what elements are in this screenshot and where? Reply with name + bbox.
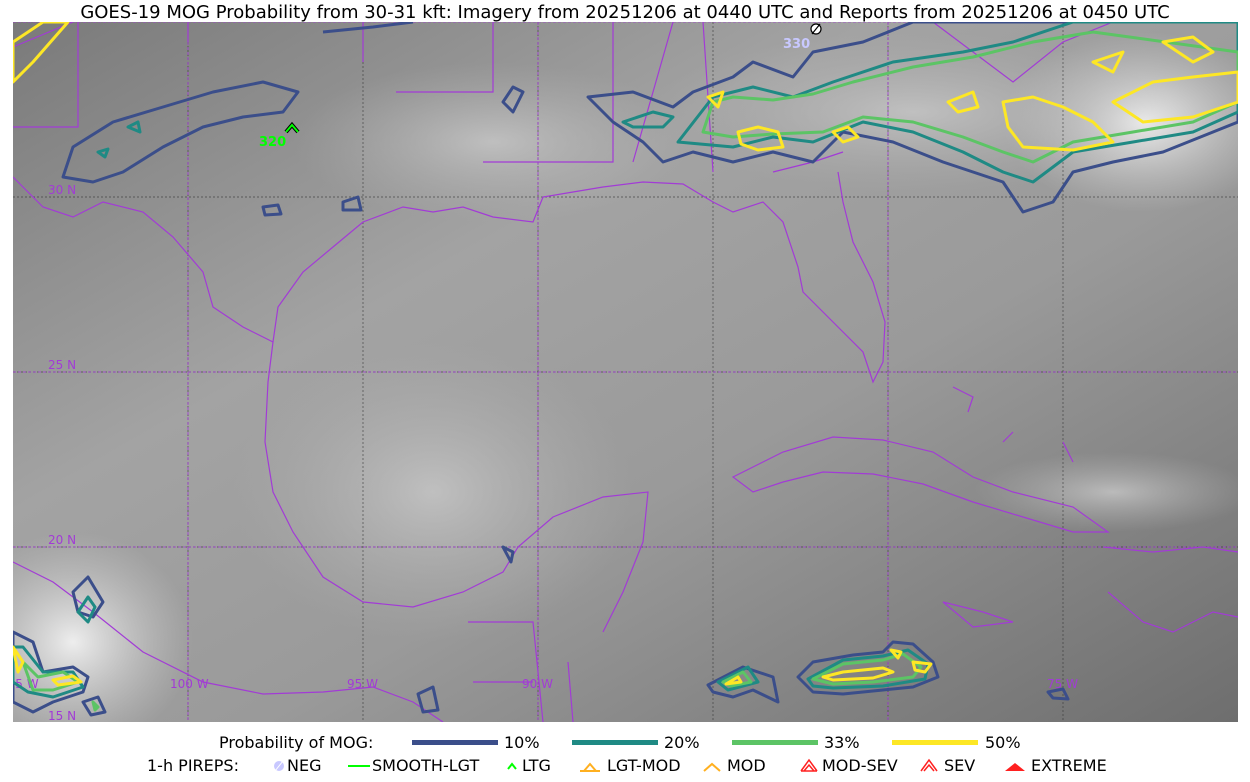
legend-lgt-mod: LGT-MOD xyxy=(607,756,681,775)
lgt-mod-icon xyxy=(580,762,600,772)
legend-neg: NEG xyxy=(287,756,322,775)
legend-33pct: 33% xyxy=(824,733,860,752)
lat-label-20n: 20 N xyxy=(48,533,76,547)
pirep-ltg-320[interactable]: 320 xyxy=(259,121,300,150)
mod-sev-icon xyxy=(800,758,818,772)
pirep-neg-330[interactable]: 330 xyxy=(783,23,822,52)
legend-mod: MOD xyxy=(727,756,766,775)
sev-icon xyxy=(920,758,938,772)
lat-label-15n: 15 N xyxy=(48,709,76,722)
contour-50pct xyxy=(13,22,1238,687)
mod-caret-icon xyxy=(703,762,721,772)
chart-title: GOES-19 MOG Probability from 30-31 kft: … xyxy=(80,2,1170,23)
legend-pirep-label: 1-h PIREPS: xyxy=(147,756,239,775)
lon-label-95w: 95 W xyxy=(347,677,378,691)
legend-smooth-lgt: SMOOTH-LGT xyxy=(372,756,480,775)
pirep-altitude: 330 xyxy=(783,37,810,52)
legend-50pct: 50% xyxy=(985,733,1021,752)
ltg-caret-icon xyxy=(507,762,517,770)
neg-icon xyxy=(274,760,284,772)
pirep-legend: 1-h PIREPS: NEG SMOOTH-LGT LTG LGT-MOD M… xyxy=(0,756,1250,776)
lon-label-90w: 90 W xyxy=(522,677,553,691)
legend-prob-label: Probability of MOG: xyxy=(219,733,374,752)
cloud-region xyxy=(233,342,633,642)
legend-mod-sev: MOD-SEV xyxy=(822,756,898,775)
lon-label-75w: 75 W xyxy=(1047,677,1078,691)
cloud-region xyxy=(973,452,1238,532)
extreme-icon xyxy=(1005,763,1025,771)
mog-contours xyxy=(13,22,1238,717)
pirep-altitude: 320 xyxy=(259,135,286,150)
legend-20pct: 20% xyxy=(664,733,700,752)
swatch-33pct xyxy=(732,740,818,745)
lon-label-100w: 100 W xyxy=(170,677,209,691)
mog-probability-legend: Probability of MOG: 10% 20% 33% 50% xyxy=(0,733,1250,753)
legend-10pct: 10% xyxy=(504,733,540,752)
lat-label-30n: 30 N xyxy=(48,183,76,197)
grid-highlight xyxy=(13,22,1238,722)
contour-10pct xyxy=(13,22,1238,717)
swatch-10pct xyxy=(412,740,498,745)
smooth-lgt-line-icon xyxy=(348,765,370,767)
legend-sev: SEV xyxy=(944,756,976,775)
swatch-50pct xyxy=(892,740,978,745)
satellite-map: 30 N 25 N 20 N 15 N 105 W 100 W 95 W 90 … xyxy=(13,22,1238,722)
lat-label-25n: 25 N xyxy=(48,358,76,372)
swatch-20pct xyxy=(572,740,658,745)
legend-extreme: EXTREME xyxy=(1031,756,1107,775)
legend-ltg: LTG xyxy=(522,756,551,775)
